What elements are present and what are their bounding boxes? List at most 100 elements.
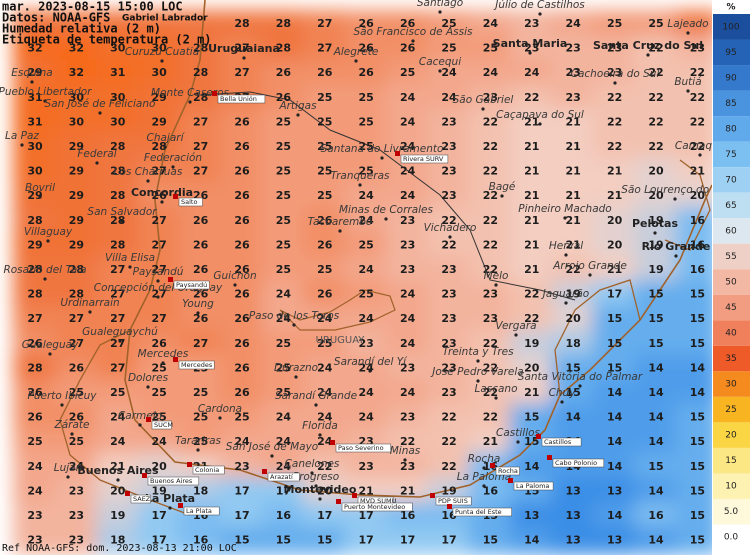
- field-cell: [137, 256, 182, 284]
- field-cell: [634, 354, 678, 383]
- temperature-label: 24: [27, 460, 43, 473]
- field-cell: [137, 10, 182, 38]
- temperature-label: 24: [400, 288, 416, 301]
- place-name: Guichón: [213, 270, 256, 282]
- place-dot: [673, 197, 677, 201]
- temperature-label: 30: [69, 91, 85, 104]
- temperature-label: 25: [359, 91, 374, 104]
- temperature-label: 28: [110, 189, 125, 202]
- place-name: São Francisco de Assis: [354, 26, 474, 38]
- place-dot: [270, 454, 274, 458]
- temperature-label: 26: [193, 214, 209, 227]
- place-dot: [448, 235, 452, 239]
- temperature-label: 23: [400, 263, 415, 276]
- temperature-label: 15: [524, 411, 539, 424]
- field-cell: [509, 206, 554, 235]
- lagoon: [554, 279, 641, 396]
- temperature-label: 25: [110, 386, 125, 399]
- temperature-label: 28: [110, 140, 125, 153]
- field-cell: [385, 83, 430, 112]
- station-marker: [173, 357, 178, 362]
- temperature-label: 21: [607, 189, 622, 202]
- temperature-label: 30: [152, 42, 168, 55]
- temperature-label: 15: [566, 386, 581, 399]
- temperature-label: 22: [483, 411, 498, 424]
- field-cell: [344, 59, 389, 88]
- field-cell: [592, 526, 637, 555]
- field-cell: [551, 256, 596, 284]
- temperature-label: 27: [193, 140, 208, 153]
- temperature-label: 24: [400, 115, 416, 128]
- temperature-label: 29: [69, 189, 84, 202]
- place-dot: [160, 200, 164, 204]
- temperature-label: 28: [234, 17, 249, 30]
- colorbar-label: 60: [725, 226, 737, 236]
- temperature-label: 26: [359, 66, 375, 79]
- field-cell: [220, 59, 264, 88]
- place-dot: [438, 69, 442, 73]
- temperature-label: 23: [400, 238, 415, 251]
- place-dot: [196, 448, 200, 452]
- place-name: Carmelo: [118, 410, 162, 422]
- footer: Ref NOAA-GFS: dom. 2023-08-13 21:00 LOC: [2, 543, 237, 554]
- temperature-label: 29: [152, 91, 167, 104]
- temperature-label: 26: [152, 189, 168, 202]
- field-cell: [551, 477, 596, 506]
- station-box: [452, 507, 512, 517]
- field-cell: [592, 157, 637, 186]
- temperature-label: 25: [317, 165, 332, 178]
- temperature-label: 23: [566, 66, 581, 79]
- place-dot: [314, 403, 318, 407]
- temperature-label: 22: [483, 337, 498, 350]
- colorbar-swatch: [713, 192, 750, 219]
- field-cell: [220, 280, 264, 309]
- temperature-label: 26: [234, 165, 250, 178]
- temperature-label: 17: [441, 534, 456, 547]
- place-dot: [296, 113, 300, 117]
- field-cell: [675, 280, 712, 309]
- place-dot: [500, 194, 504, 198]
- temperature-label: 21: [400, 484, 415, 497]
- field-cell: [261, 59, 306, 88]
- temperature-label: 23: [441, 288, 456, 301]
- temperature-label: 23: [441, 386, 456, 399]
- field-cell: [95, 354, 140, 383]
- place-dot: [338, 229, 342, 233]
- station: Mercedes: [173, 357, 215, 370]
- temperature-label: 22: [441, 238, 456, 251]
- humidity-field: [13, 10, 712, 555]
- field-cell: [344, 256, 389, 284]
- place-dot: [560, 400, 564, 404]
- field-cell: [509, 526, 554, 555]
- place-dot: [188, 100, 192, 104]
- temperature-label: 15: [607, 361, 622, 374]
- temperature-label: 24: [359, 411, 375, 424]
- field-cell: [634, 403, 678, 432]
- temperature-label: 19: [110, 509, 125, 522]
- place-dot: [70, 432, 74, 436]
- field-cell: [95, 182, 140, 211]
- datetime: mar. 2023-08-15 15:00 LOC: [2, 0, 183, 14]
- field-cell: [344, 354, 389, 383]
- place-name: Júlio de Castilhos: [493, 0, 585, 11]
- field-cell: [509, 157, 554, 186]
- place-dot: [368, 369, 372, 373]
- field-cell: [427, 280, 471, 309]
- field-cell: [675, 305, 712, 334]
- temperature-label: 27: [317, 42, 332, 55]
- temperature-label: 21: [566, 238, 581, 251]
- place-dot: [588, 273, 592, 277]
- station-marker: [430, 493, 435, 498]
- place-names: Santiago Júlio de Castilhos Lajeado Curuzú …: [0, 0, 729, 517]
- temperature-label: 29: [69, 140, 84, 153]
- field-cell: [302, 354, 347, 383]
- temperature-label: 14: [648, 534, 664, 547]
- temperature-label: 22: [483, 361, 498, 374]
- field-cell: [302, 133, 347, 161]
- field-cell: [634, 452, 678, 481]
- colorbar-swatch: [713, 39, 750, 66]
- temperature-label: 22: [441, 435, 456, 448]
- field-cell: [344, 182, 389, 211]
- field-cell: [302, 403, 347, 432]
- temperature-label: 25: [276, 361, 291, 374]
